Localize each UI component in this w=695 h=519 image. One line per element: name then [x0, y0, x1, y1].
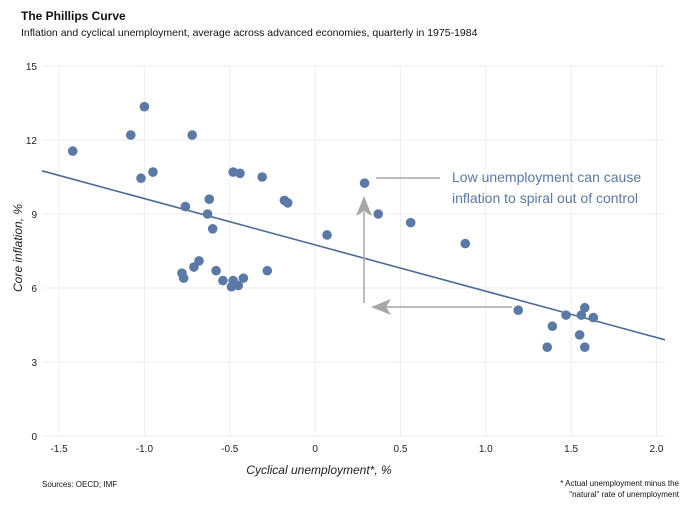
trendline — [41, 170, 666, 341]
footnote-line-2: "natural" rate of unemployment — [569, 490, 679, 499]
data-point — [226, 281, 237, 292]
data-point — [547, 321, 558, 332]
data-point — [579, 302, 590, 313]
data-point — [588, 312, 599, 323]
annotation-line-1: Low unemployment can cause — [452, 169, 641, 185]
y-tick-label: 0 — [31, 432, 37, 443]
data-point — [178, 273, 189, 283]
data-point — [405, 217, 416, 228]
footnote-line-1: * Actual unemployment minus the — [560, 479, 679, 488]
x-tick-label: 1.0 — [479, 444, 493, 455]
horizontal-arrow-head — [371, 299, 391, 315]
grid — [42, 65, 665, 437]
x-tick-label: 1.5 — [564, 444, 578, 455]
data-point — [460, 238, 471, 249]
data-point — [513, 305, 524, 316]
data-point — [238, 273, 249, 283]
data-point — [322, 230, 332, 240]
y-tick-label: 6 — [31, 284, 37, 295]
data-point — [187, 130, 198, 140]
x-tick-label: 0.5 — [393, 444, 407, 455]
data-points — [67, 101, 599, 353]
data-point — [125, 130, 136, 140]
vertical-arrow-head — [356, 196, 372, 216]
x-tick-label: 0 — [312, 444, 318, 455]
data-point — [67, 146, 78, 156]
data-point — [189, 262, 199, 272]
x-tick-label: -0.5 — [221, 444, 239, 455]
footnote: * Actual unemployment minus the "natural… — [519, 478, 679, 500]
x-tick-label: -1.0 — [136, 444, 154, 455]
data-point — [373, 209, 384, 219]
data-point — [202, 209, 213, 219]
y-axis-label: Core inflation, % — [11, 204, 25, 292]
x-axis-label: Cyclical unemployment*, % — [246, 463, 392, 477]
y-tick-label: 15 — [26, 62, 38, 73]
y-tick-label: 3 — [31, 358, 37, 369]
data-point — [576, 310, 587, 320]
data-point — [542, 342, 553, 353]
data-point — [574, 330, 585, 340]
trendline-group — [41, 170, 666, 341]
chart-subtitle: Inflation and cyclical unemployment, ave… — [21, 27, 478, 39]
data-point — [218, 275, 228, 286]
data-point — [139, 101, 150, 112]
data-point — [180, 201, 191, 212]
data-point — [257, 172, 267, 182]
annotation-line-2: inflation to spiral out of control — [452, 190, 638, 206]
annotation-arrows — [356, 177, 512, 315]
y-tick-label: 12 — [26, 136, 38, 147]
data-point — [579, 342, 590, 353]
data-point — [235, 168, 245, 179]
data-point — [359, 178, 370, 188]
data-point — [207, 224, 218, 234]
x-tick-label: 2.0 — [650, 444, 664, 455]
data-point — [204, 194, 215, 204]
data-point — [136, 173, 146, 184]
source-note: Sources: OECD; IMF — [42, 480, 118, 489]
tick-labels: 0 3 6 9 12 15 -1.5 -1.0 -0.5 0 0.5 1.0 1.5 2.0 — [26, 62, 664, 455]
data-point — [561, 310, 571, 320]
chart-title: The Phillips Curve — [21, 9, 126, 23]
y-tick-label: 9 — [31, 210, 37, 221]
x-tick-label: -1.5 — [50, 444, 68, 455]
data-point — [282, 198, 293, 208]
data-point — [211, 265, 221, 276]
data-point — [148, 167, 158, 177]
data-point — [262, 265, 273, 276]
